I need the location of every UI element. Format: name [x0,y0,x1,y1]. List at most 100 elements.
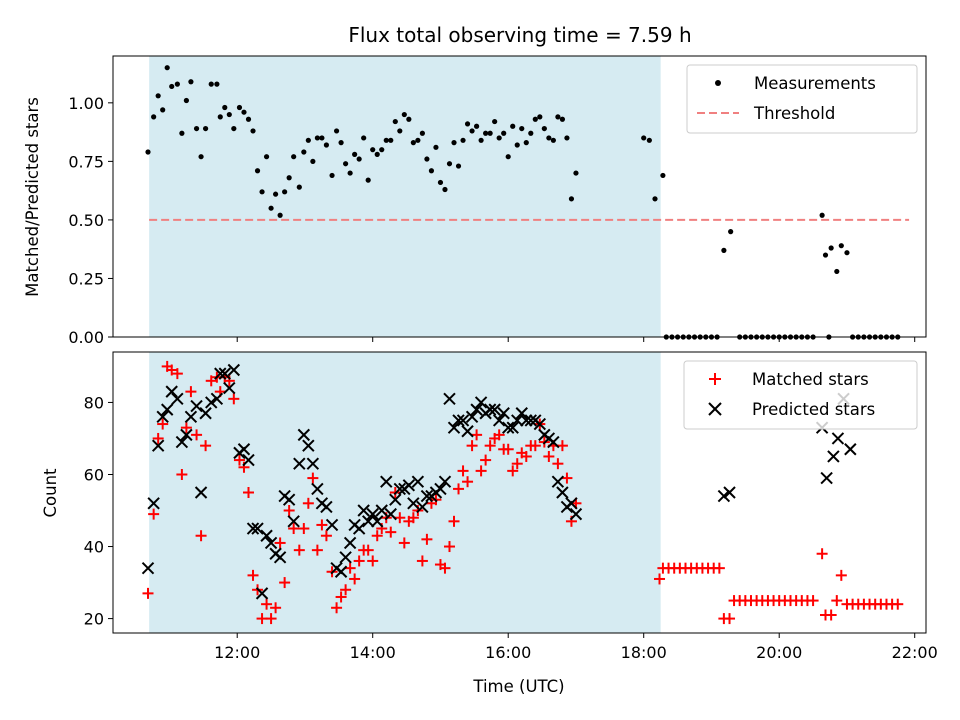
measurement-point [198,154,204,160]
bottom-x-tick-label: 22:00 [892,643,938,662]
x-axis-label: Time (UTC) [472,677,564,696]
measurement-point [568,196,575,202]
predicted-star-point [393,482,407,496]
measurement-point [437,179,444,186]
predicted-star-point [361,515,375,528]
legend-measurements-label: Measurements [754,74,876,93]
measurement-point [296,184,302,190]
matched-star-point [274,537,286,549]
predicted-star-point [723,486,736,499]
measurement-point [160,107,166,113]
measurement-point [301,149,307,155]
predicted-star-point [293,457,306,470]
predicted-star-point [407,497,420,510]
predicted-star-point [569,507,583,521]
measurement-point [323,142,330,148]
measurement-point [514,142,520,148]
legend-threshold-label: Threshold [753,104,835,123]
matched-star-point [205,375,217,387]
predicted-star-point [325,518,339,532]
matched-star-point [166,364,178,376]
measurement-point [464,121,471,127]
predicted-star-point [171,392,184,406]
measurement-point [273,191,279,197]
predicted-star-point [210,392,224,406]
predicted-star-point [380,475,393,488]
measurement-point [236,104,243,111]
measurement-point [374,151,380,157]
matched-star-point [713,562,725,574]
measurement-point [314,135,320,141]
predicted-star-point [184,410,198,424]
predicted-star-point [411,475,425,488]
predicted-star-point [402,479,416,492]
top-y-tick-label: 0.25 [68,269,104,288]
predicted-star-point [352,522,366,535]
matched-star-point [807,595,819,607]
predicted-star-point [447,421,461,434]
matched-star-point [353,555,365,567]
measurement-point [838,243,844,249]
matched-star-point [279,577,291,589]
measurement-point [652,196,658,202]
measurement-point [451,140,457,146]
predicted-star-point [214,367,227,380]
measurement-point [473,123,480,129]
bottom-y-tick-label: 60 [84,465,104,484]
measurement-point [183,97,189,104]
measurement-point [370,147,376,153]
measurement-point [728,229,734,235]
measurement-point [496,135,502,141]
measurement-point [383,137,389,143]
measurement-point [305,137,311,143]
measurement-point [365,177,371,183]
predicted-star-point [160,403,174,416]
measurement-point [446,161,453,167]
bottom-y-tick-label: 40 [84,538,104,557]
measurement-point [263,154,270,160]
matched-star-point [261,598,273,610]
matched-star-point [243,487,254,498]
matched-star-point [416,555,428,567]
bottom-y-tick-label: 80 [84,393,104,412]
measurement-point [343,161,349,167]
measurement-point [641,135,647,141]
measurement-point [483,130,489,136]
measurement-point [214,81,220,87]
matched-star-point [316,519,328,531]
measurement-point [564,135,570,141]
bottom-x-ticks: 12:00 14:00 16:00 18:00 20:00 22:00 [214,633,938,662]
predicted-star-point [147,497,160,510]
measurement-point [721,247,727,253]
measurement-point [532,116,538,122]
bottom-legend-box [683,360,918,430]
measurement-point [352,151,358,157]
measurement-point [241,109,247,115]
measurement-point [268,205,274,211]
predicted-star-point [420,489,434,503]
matched-star-point [462,476,474,488]
predicted-star-point [242,453,255,467]
predicted-star-point [237,443,251,456]
matched-star-point [520,450,532,462]
predicted-star-point [246,522,260,535]
legend-matched-marker [709,373,721,385]
top-y-tick-label: 0.00 [68,328,104,347]
matched-star-point [439,562,451,574]
legend-predicted-marker [708,402,722,416]
measurement-point [428,168,435,174]
bottom-y-tick-label: 20 [84,610,104,629]
top-y-tick-label: 0.50 [68,211,104,230]
predicted-star-point [524,414,537,427]
bottom-x-tick-label: 18:00 [621,643,667,662]
measurement-point [282,189,288,195]
matched-star-point [385,526,397,538]
measurement-point [388,137,394,143]
measurement-point [155,93,161,99]
top-panel: 0.00 0.25 0.50 0.75 1.00 Matched/Predicted s… [23,55,927,347]
predicted-star-point [443,392,456,406]
matched-star-point [171,368,183,380]
predicted-star-point [488,403,501,416]
predicted-star-point [151,439,165,452]
matched-star-point [507,465,519,477]
